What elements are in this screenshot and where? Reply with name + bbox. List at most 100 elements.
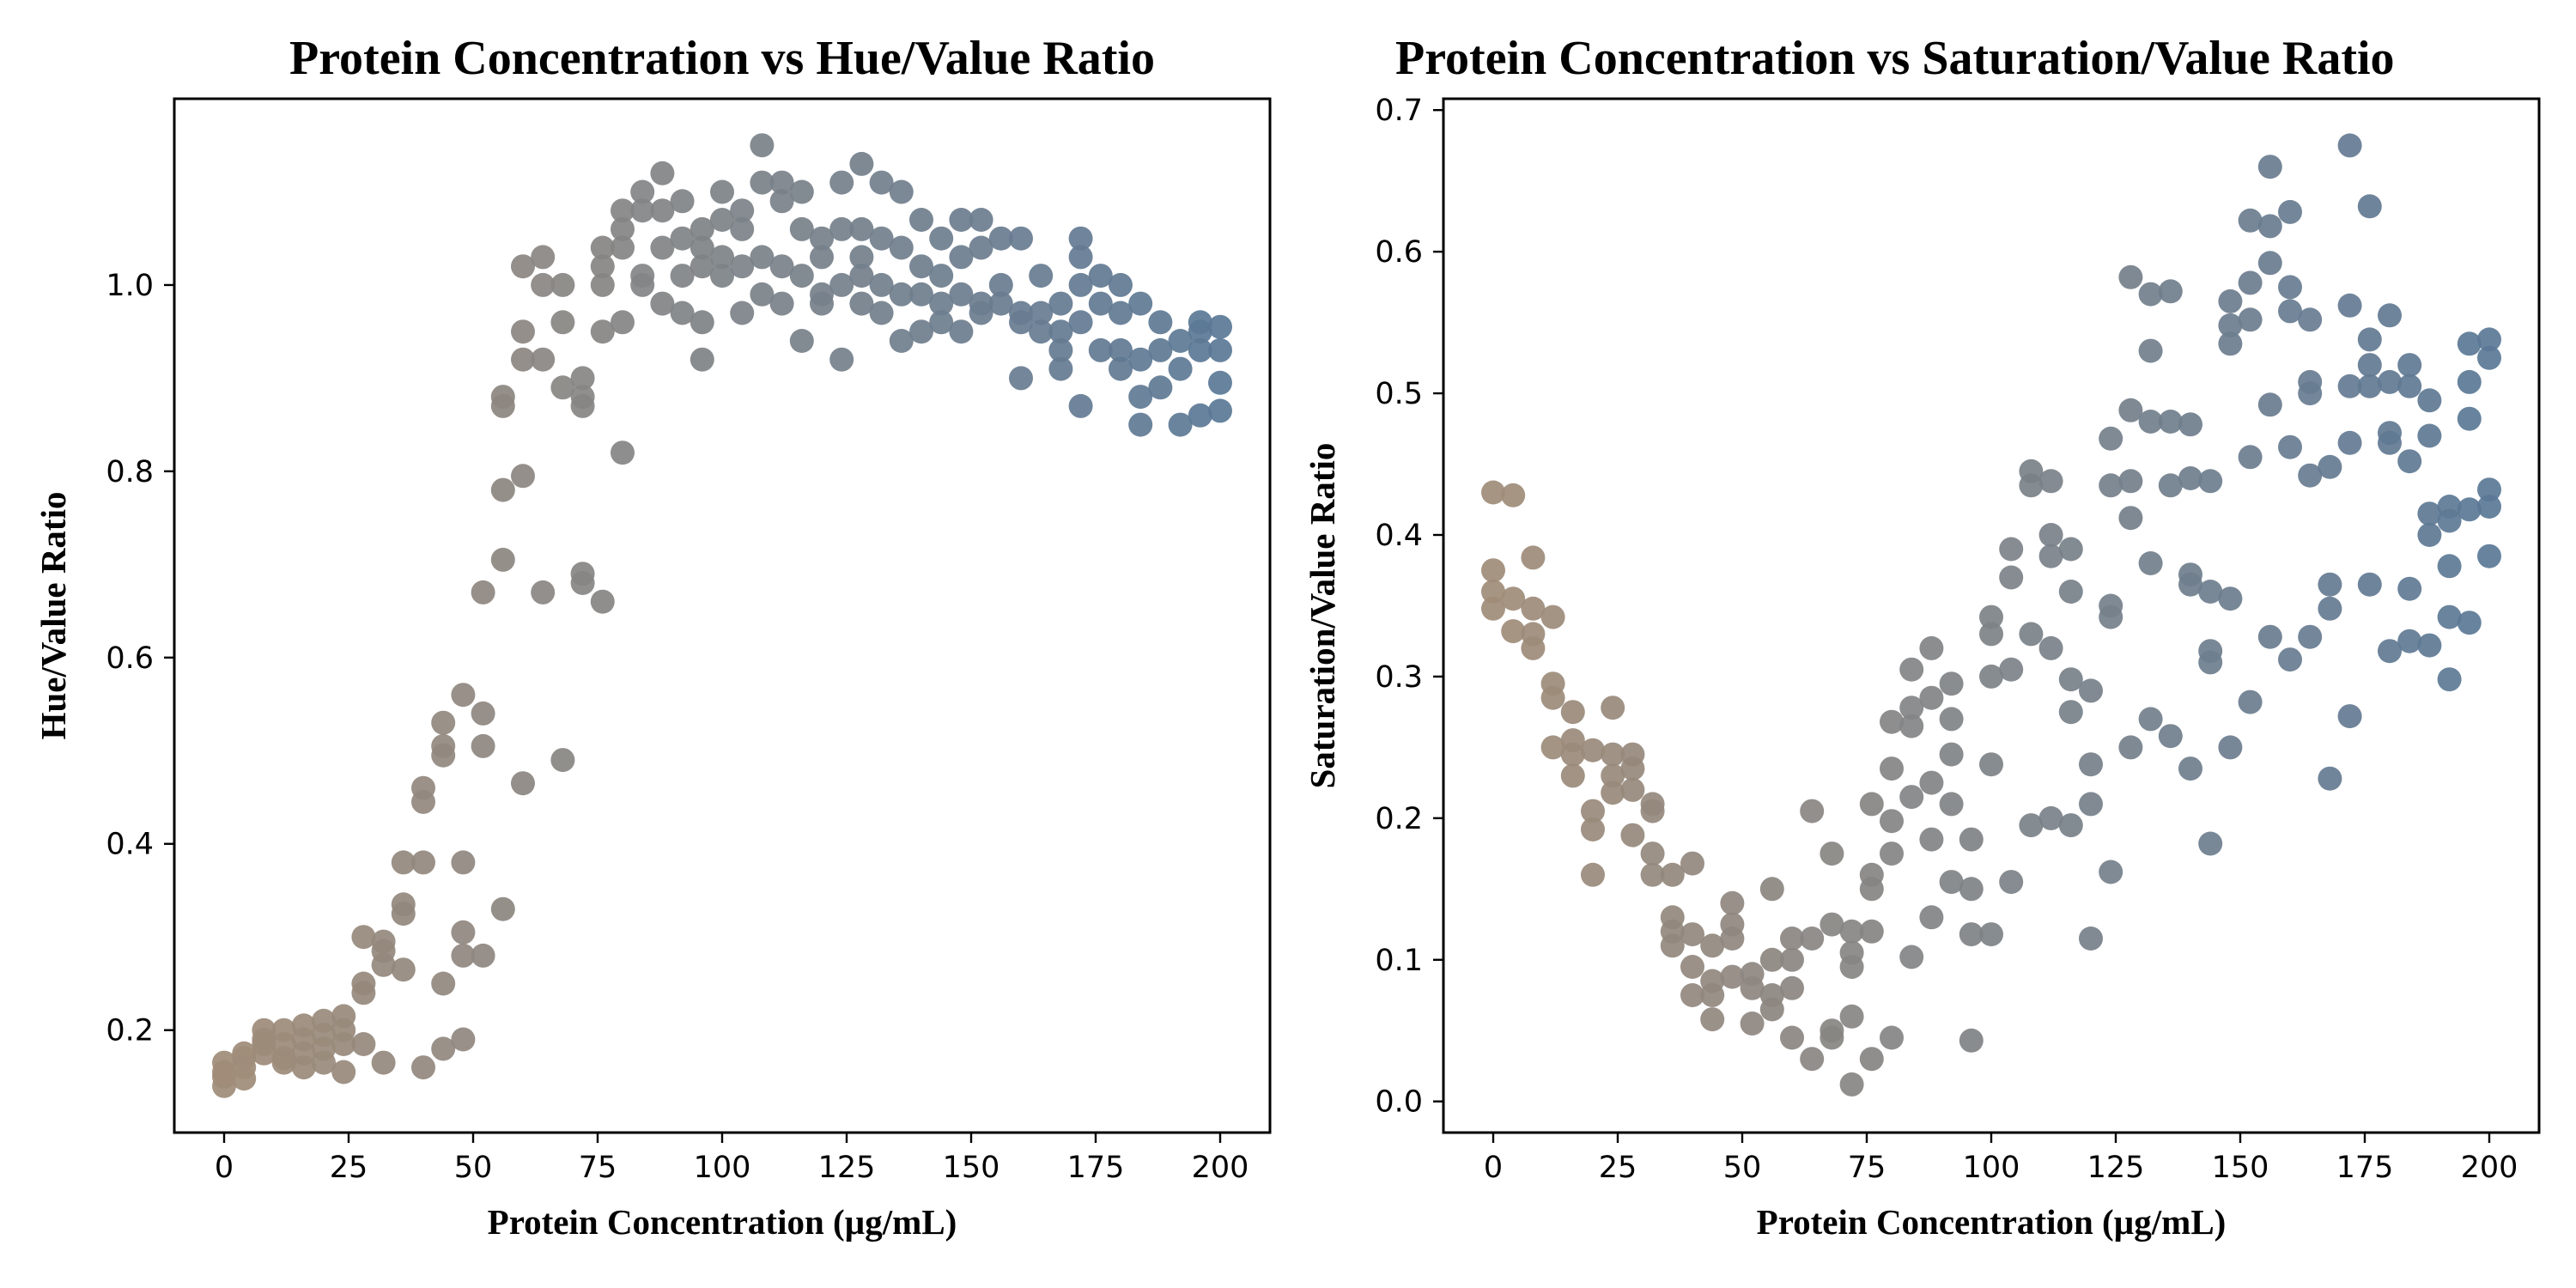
left-chart-point-72	[550, 272, 575, 297]
left-chart-point-149	[909, 208, 933, 232]
right-chart-point-2	[1481, 580, 1505, 604]
left-chart-point-152	[909, 319, 933, 344]
right-chart-point-131	[2099, 473, 2123, 498]
left-chart-point-100	[670, 226, 695, 251]
left-chart-point-43	[411, 1055, 435, 1080]
right-chart-point-52	[1740, 975, 1765, 1000]
left-chart-point-154	[929, 264, 954, 289]
left-chart-point-55	[471, 701, 495, 726]
left-chart-point-161	[969, 208, 993, 232]
right-chart-point-39	[1680, 851, 1704, 876]
left-chart-point-98	[650, 291, 675, 316]
left-chart-point-35	[371, 1050, 396, 1075]
right-chart-point-176	[2278, 299, 2302, 324]
left-chart-point-171	[1009, 366, 1033, 391]
right-chart-point-54	[1759, 877, 1784, 902]
left-chart-point-182	[1068, 310, 1093, 335]
right-chart-point-144	[2138, 707, 2163, 732]
right-chart-point-149	[2178, 412, 2202, 437]
left-chart-point-44	[431, 710, 456, 735]
left-chart-point-165	[988, 226, 1013, 251]
left-chart-point-162	[969, 235, 993, 260]
left-chart-point-170	[1009, 310, 1033, 335]
right-chart-point-110	[1999, 657, 2024, 682]
left-chart-y-axis-label: Hue/Value Ratio	[33, 492, 73, 740]
right-chart-point-11	[1540, 605, 1565, 629]
left-chart-point-156	[929, 310, 954, 335]
right-chart-point-133	[2099, 605, 2123, 629]
right-chart-point-221	[2457, 497, 2482, 522]
right-chart-point-79	[1880, 709, 1904, 734]
right-chart-point-224	[2477, 345, 2501, 370]
left-chart-x-tick-label-1: 25	[330, 1151, 368, 1185]
left-chart-point-111	[710, 264, 734, 289]
left-chart-point-85	[590, 589, 615, 614]
left-chart-point-90	[611, 440, 635, 465]
left-chart-point-158	[949, 245, 974, 270]
left-chart-point-124	[789, 179, 814, 204]
right-chart-point-129	[2079, 927, 2103, 951]
right-chart-point-139	[2118, 735, 2143, 760]
right-chart-x-tick-label-8: 200	[2461, 1151, 2518, 1185]
left-chart-point-157	[949, 208, 974, 232]
right-chart-point-126	[2079, 678, 2103, 703]
left-chart-point-179	[1068, 226, 1093, 251]
right-chart-point-96	[1939, 742, 1964, 767]
right-chart-point-15	[1560, 700, 1585, 725]
left-chart-point-82	[590, 254, 615, 279]
right-chart-point-118	[2038, 544, 2063, 568]
right-chart-x-tick-label-5: 125	[2087, 1151, 2145, 1185]
left-chart-point-121	[769, 189, 794, 214]
right-chart-point-215	[2437, 554, 2462, 579]
left-chart-point-127	[789, 329, 814, 353]
right-chart-point-204	[2397, 374, 2422, 398]
right-chart-point-106	[1979, 752, 2003, 777]
right-chart-point-208	[2417, 388, 2442, 413]
right-chart-x-tick-label-7: 175	[2336, 1151, 2394, 1185]
right-chart-point-59	[1780, 947, 1804, 972]
left-chart-point-52	[451, 943, 476, 968]
right-chart-point-189	[2337, 293, 2362, 318]
left-chart-point-26	[331, 1032, 356, 1056]
right-chart-point-5	[1501, 586, 1526, 611]
left-chart-point-64	[511, 319, 535, 344]
left-chart-point-143	[869, 272, 894, 297]
left-chart-point-184	[1088, 264, 1113, 289]
left-chart-point-205	[1208, 314, 1232, 339]
left-chart-points	[212, 133, 1232, 1098]
left-chart-point-190	[1109, 356, 1133, 381]
right-chart-point-17	[1560, 742, 1585, 767]
right-chart-point-137	[2118, 469, 2143, 494]
right-chart-point-53	[1740, 1012, 1765, 1036]
right-chart-point-85	[1899, 696, 1924, 720]
left-chart-point-74	[550, 375, 575, 400]
right-chart-point-155	[2198, 580, 2223, 604]
right-chart-point-81	[1880, 809, 1904, 834]
left-chart-point-80	[570, 571, 595, 595]
right-chart-point-217	[2437, 667, 2462, 692]
right-chart-point-104	[1979, 622, 2003, 647]
left-chart-point-68	[531, 245, 556, 270]
right-chart-point-147	[2158, 473, 2183, 498]
left-chart-point-104	[690, 235, 714, 260]
right-chart-y-tick-label-2: 0.2	[1375, 802, 1423, 836]
left-chart-point-195	[1148, 310, 1173, 335]
left-chart-point-31	[351, 1032, 376, 1056]
right-chart-point-68	[1820, 1025, 1844, 1050]
right-chart-point-120	[2038, 805, 2063, 830]
right-chart-point-122	[2058, 580, 2083, 604]
left-chart-point-183	[1068, 393, 1093, 418]
left-chart-point-208	[1208, 398, 1232, 423]
left-chart-point-199	[1168, 356, 1193, 381]
right-chart-point-222	[2457, 611, 2482, 635]
right-chart-point-167	[2238, 445, 2263, 470]
left-chart-point-63	[511, 254, 535, 279]
right-chart-point-29	[1620, 777, 1645, 802]
left-chart-title: Protein Concentration vs Hue/Value Ratio	[289, 32, 1155, 85]
left-chart-point-113	[730, 216, 755, 241]
right-chart-point-159	[2218, 289, 2243, 313]
left-chart-point-116	[750, 133, 775, 158]
left-chart-point-6	[232, 1066, 257, 1091]
left-chart-point-83	[590, 272, 615, 297]
right-chart-point-123	[2058, 667, 2083, 692]
